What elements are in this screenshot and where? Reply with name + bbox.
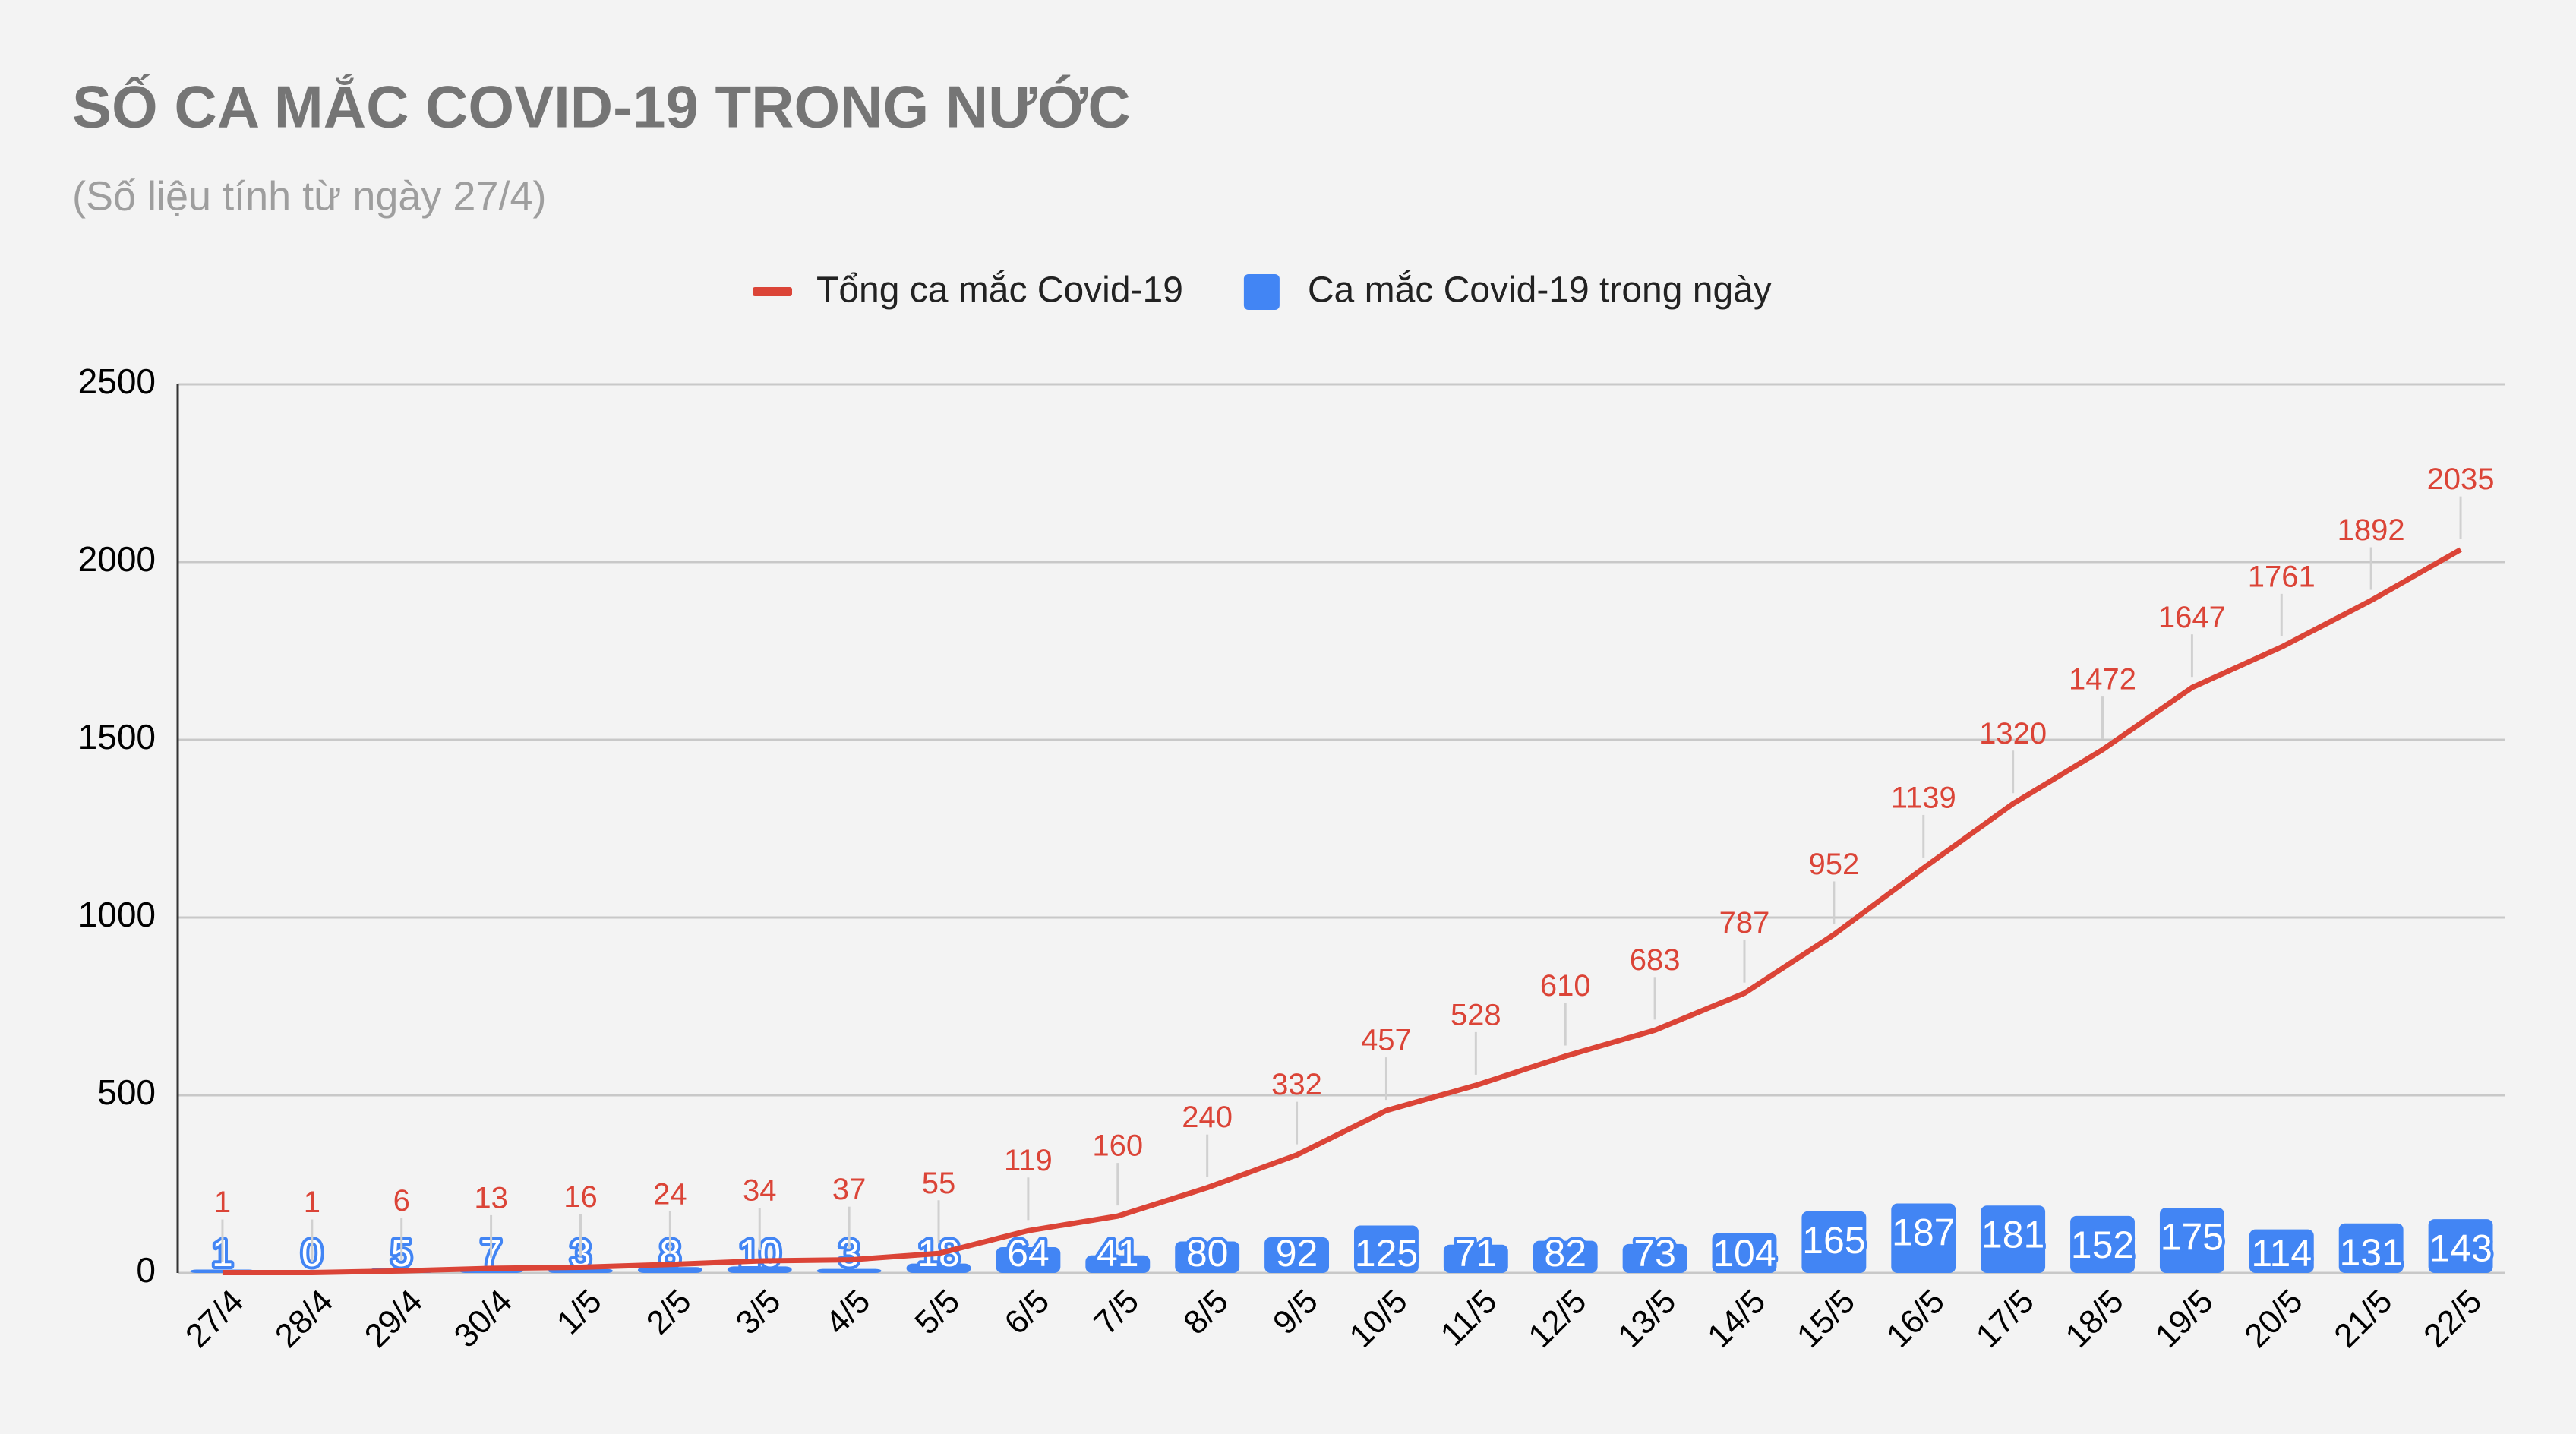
line-value-label: 6 (393, 1184, 410, 1218)
y-tick-label: 2000 (78, 539, 156, 579)
chart-subtitle: (Số liệu tính từ ngày 27/4) (72, 173, 547, 219)
bar-value-label: 0 (301, 1232, 323, 1274)
line-value-label: 2035 (2427, 463, 2495, 496)
bar (816, 1268, 882, 1273)
line-value-label: 160 (1092, 1129, 1143, 1163)
bar-value-label: 80 (1186, 1232, 1229, 1274)
line-value-label: 1139 (1891, 782, 1956, 815)
bar-value-label: 41 (1097, 1232, 1139, 1274)
bar-value-label: 143 (2429, 1227, 2492, 1269)
bar (2338, 1223, 2404, 1273)
bar-value-label: 187 (1892, 1211, 1955, 1254)
line-value-label: 34 (743, 1174, 777, 1208)
line-value-label: 1 (304, 1186, 320, 1219)
bar-value-label: 181 (1981, 1213, 2044, 1256)
line-value-label: 332 (1271, 1068, 1322, 1101)
y-tick-label: 0 (136, 1250, 156, 1290)
bar-value-label: 104 (1713, 1232, 1776, 1274)
bar (1891, 1203, 1956, 1273)
line-value-label: 16 (564, 1180, 598, 1214)
bar (1085, 1255, 1151, 1273)
line-value-label: 24 (653, 1177, 687, 1211)
bar (1622, 1243, 1687, 1273)
bar-value-label: 3 (838, 1232, 860, 1274)
line-value-label: 683 (1630, 943, 1681, 977)
y-tick-label: 1000 (78, 895, 156, 934)
line-value-label: 37 (832, 1173, 867, 1206)
bar-value-label: 152 (2071, 1224, 2134, 1266)
bar (1712, 1233, 1777, 1273)
y-tick-label: 1500 (78, 717, 156, 756)
legend-label: Ca mắc Covid-19 trong ngày (1308, 270, 1772, 311)
line-value-label: 1647 (2158, 601, 2226, 634)
bar-value-label: 71 (1455, 1232, 1498, 1274)
bar-value-label: 82 (1544, 1232, 1586, 1274)
line-value-label: 610 (1540, 969, 1591, 1003)
bar (1981, 1205, 2046, 1273)
line-value-label: 13 (474, 1181, 508, 1214)
legend-key (1243, 274, 1280, 310)
line-value-label: 240 (1182, 1101, 1233, 1134)
line-value-label: 119 (1004, 1144, 1053, 1177)
bar-value-label: 131 (2339, 1231, 2402, 1274)
line-value-label: 1761 (2248, 560, 2316, 593)
bar-value-label: 125 (1355, 1232, 1418, 1274)
bar-value-label: 64 (1007, 1232, 1050, 1274)
bar (727, 1266, 792, 1273)
line-value-label: 1320 (1979, 717, 2047, 750)
legend-label: Tổng ca mắc Covid-19 (816, 270, 1183, 311)
bar (906, 1263, 971, 1273)
bar (1264, 1237, 1329, 1273)
bar (2249, 1229, 2314, 1273)
bar (1443, 1244, 1508, 1273)
bar (1533, 1240, 1598, 1273)
bar-value-label: 73 (1634, 1232, 1676, 1274)
y-tick-label: 500 (97, 1072, 156, 1112)
bar (2070, 1215, 2135, 1273)
bar-value-label: 165 (1802, 1219, 1865, 1262)
bar (996, 1247, 1061, 1273)
bar (2428, 1219, 2493, 1273)
line-value-label: 1472 (2069, 663, 2136, 696)
line-value-label: 787 (1719, 906, 1770, 940)
legend-key (753, 287, 792, 296)
y-tick-label: 2500 (78, 362, 156, 401)
line-value-label: 528 (1451, 998, 1501, 1031)
line-value-label: 1892 (2338, 513, 2405, 547)
line-value-label: 952 (1808, 848, 1859, 881)
bar (1175, 1241, 1240, 1273)
bar (1801, 1211, 1867, 1273)
line-value-label: 55 (922, 1167, 956, 1200)
bar (2159, 1208, 2224, 1273)
line (222, 547, 2462, 1276)
bar (1354, 1225, 1419, 1273)
bar-value-label: 92 (1276, 1232, 1318, 1274)
line-value-label: 1 (214, 1186, 231, 1219)
chart-title: SỐ CA MẮC COVID-19 TRONG NƯỚC (72, 74, 1131, 141)
bar-value-label: 175 (2161, 1215, 2224, 1258)
bar-value-label: 114 (2251, 1232, 2312, 1274)
bar (637, 1267, 702, 1273)
line-value-label: 457 (1361, 1024, 1412, 1057)
